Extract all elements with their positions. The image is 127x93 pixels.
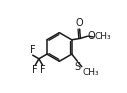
Text: F: F (32, 65, 38, 75)
Text: F: F (30, 45, 36, 55)
Text: CH₃: CH₃ (94, 32, 111, 41)
Text: CH₃: CH₃ (83, 68, 99, 77)
Text: S: S (74, 62, 81, 72)
Text: F: F (40, 65, 46, 75)
Text: O: O (76, 18, 83, 28)
Text: O: O (88, 31, 95, 41)
